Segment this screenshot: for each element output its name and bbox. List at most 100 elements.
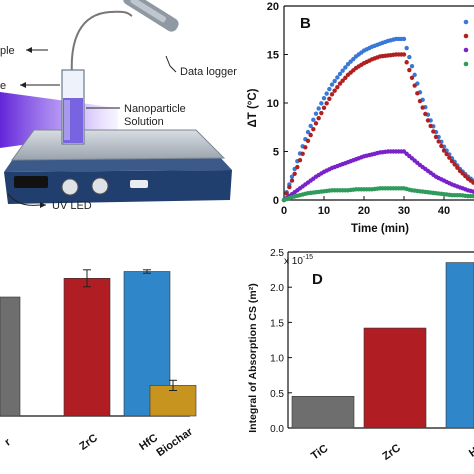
panel-b-ylabel: ΔT (°C) — [247, 88, 259, 127]
panel-b-data-point — [471, 193, 474, 199]
panel-b-data-point — [404, 60, 409, 65]
panel-b-data-point — [327, 86, 332, 92]
panel-c-category-label: r — [3, 436, 14, 449]
data-logger-arrow — [165, 55, 171, 67]
panel-d-y-tick-label: 1.0 — [270, 354, 284, 365]
panel-b-data-point — [340, 78, 345, 83]
panel-b-data-point — [300, 151, 305, 156]
panel-b-data-point — [409, 75, 415, 80]
panel-d-y-tick-label: 0.5 — [270, 389, 284, 400]
panel-b-data-point — [305, 129, 311, 135]
panel-b-data-point — [295, 164, 300, 170]
panel-b-data-point — [321, 105, 327, 111]
panel-b-data-point — [292, 171, 297, 177]
panel-b-data-point — [332, 78, 337, 84]
hot-plate — [4, 129, 232, 204]
panel-d-letter: D — [312, 271, 323, 288]
panel-b-data-point — [332, 88, 337, 93]
panel-b-data-point — [409, 63, 415, 69]
panel-b-data-point — [305, 138, 311, 144]
panel-b-data-point — [404, 45, 409, 51]
panel-b-data-point — [319, 110, 324, 116]
panel-b-data-point — [287, 184, 292, 190]
panel-c-category-label: Biochar — [154, 425, 195, 459]
panel-d-multiplier: x 10-15 — [284, 254, 313, 267]
panel-b-data-point — [428, 123, 433, 129]
panel-b-data-point — [311, 117, 316, 123]
panel-b-data-point — [316, 106, 321, 111]
panel-d-y-tick-label: 2.5 — [270, 248, 284, 259]
uv-led-label: UV LED — [52, 200, 92, 212]
panel-d-y-tick-label: 2.0 — [270, 283, 284, 294]
panel-b-data-point — [329, 82, 335, 87]
panel-c-category-label: ZrC — [78, 432, 100, 453]
panel-b-data-point — [425, 118, 431, 123]
panel-b-letter: B — [300, 15, 311, 32]
probe-label: e — [0, 80, 6, 92]
data-logger-device — [123, 0, 179, 32]
panel-d-bar — [291, 396, 355, 429]
panel-b-data-point — [423, 111, 428, 117]
panel-b-data-point — [343, 65, 348, 70]
panel-b-data-point — [415, 91, 420, 96]
panel-b-data-point — [444, 151, 449, 157]
panel-d-y-tick-label: 0.0 — [270, 424, 284, 435]
panel-d-bar — [445, 262, 474, 429]
panel-b-data-point — [329, 92, 335, 97]
panel-d-category-label: H — [467, 445, 474, 459]
panel-b-data-point — [321, 95, 327, 101]
panel-b-data-point — [447, 155, 452, 160]
panel-b-data-point — [420, 105, 425, 110]
panel-b-legend-marker — [463, 61, 469, 67]
panel-b-data-point — [335, 75, 340, 80]
panel-b-x-tick-label: 10 — [318, 205, 330, 217]
panel-b-legend-marker — [463, 33, 469, 39]
panel-b-data-point — [340, 68, 345, 73]
panel-b-data-point — [311, 126, 316, 132]
panel-b-data-point — [441, 148, 447, 153]
panel-b-y-tick-label: 5 — [273, 147, 279, 159]
panel-b-data-point — [431, 129, 436, 134]
panel-b-y-tick-label: 20 — [267, 1, 279, 13]
panel-b-x-tick-label: 30 — [398, 205, 410, 217]
panel-c-bar — [0, 296, 21, 417]
probe-wire — [70, 10, 133, 76]
panel-b-data-point — [455, 165, 460, 170]
data-logger-label: Data logger — [180, 66, 237, 78]
panel-b-data-point — [316, 115, 321, 121]
panel-b-data-point — [324, 101, 329, 106]
panel-b-data-point — [324, 91, 329, 96]
sample-label: ple — [0, 45, 15, 57]
panel-c-bar — [63, 277, 111, 417]
nanoparticle-label: Nanoparticle — [124, 103, 186, 115]
panel-b-x-tick-label: 40 — [438, 205, 450, 217]
panel-b-data-point — [337, 81, 343, 86]
panel-b-data-point — [313, 121, 319, 126]
panel-a-schematic: Data logger ple e Nanoparticle Solution … — [0, 0, 237, 212]
panel-b-data-point — [449, 159, 455, 164]
panel-b-data-point — [452, 162, 457, 167]
panel-b-y-tick-label: 0 — [273, 195, 279, 207]
panel-b-data-point — [471, 180, 474, 185]
panel-b-data-point — [319, 101, 324, 106]
panel-b-data-point — [337, 71, 343, 77]
solution-label: Solution — [124, 116, 164, 128]
cuvette — [61, 69, 85, 145]
panel-d-y-tick-label: 1.5 — [270, 318, 284, 329]
panel-b-y-tick-label: 15 — [267, 50, 279, 62]
panel-b-data-point — [401, 52, 407, 57]
panel-b-xlabel: Time (min) — [351, 223, 409, 235]
panel-d-category-label: ZrC — [381, 442, 403, 463]
panel-b-data-point — [335, 84, 340, 90]
panel-b-data-point — [343, 75, 348, 80]
panel-b-data-point — [303, 145, 308, 150]
panel-b-data-point — [401, 36, 407, 42]
panel-b-data-point — [412, 72, 417, 78]
panel-d-ylabel: Integral of Absorption CS (m²) — [247, 283, 259, 433]
panel-d-absorption-chart: 0.0 0.5 1.0 1.5 2.0 2.5 TiC ZrC H x 10-15 D Int… — [247, 248, 474, 463]
panel-b-legend-marker — [463, 19, 469, 25]
panel-b-data-point — [436, 139, 441, 144]
panel-b-data-point — [297, 158, 303, 163]
panel-b-data-point — [289, 174, 295, 179]
